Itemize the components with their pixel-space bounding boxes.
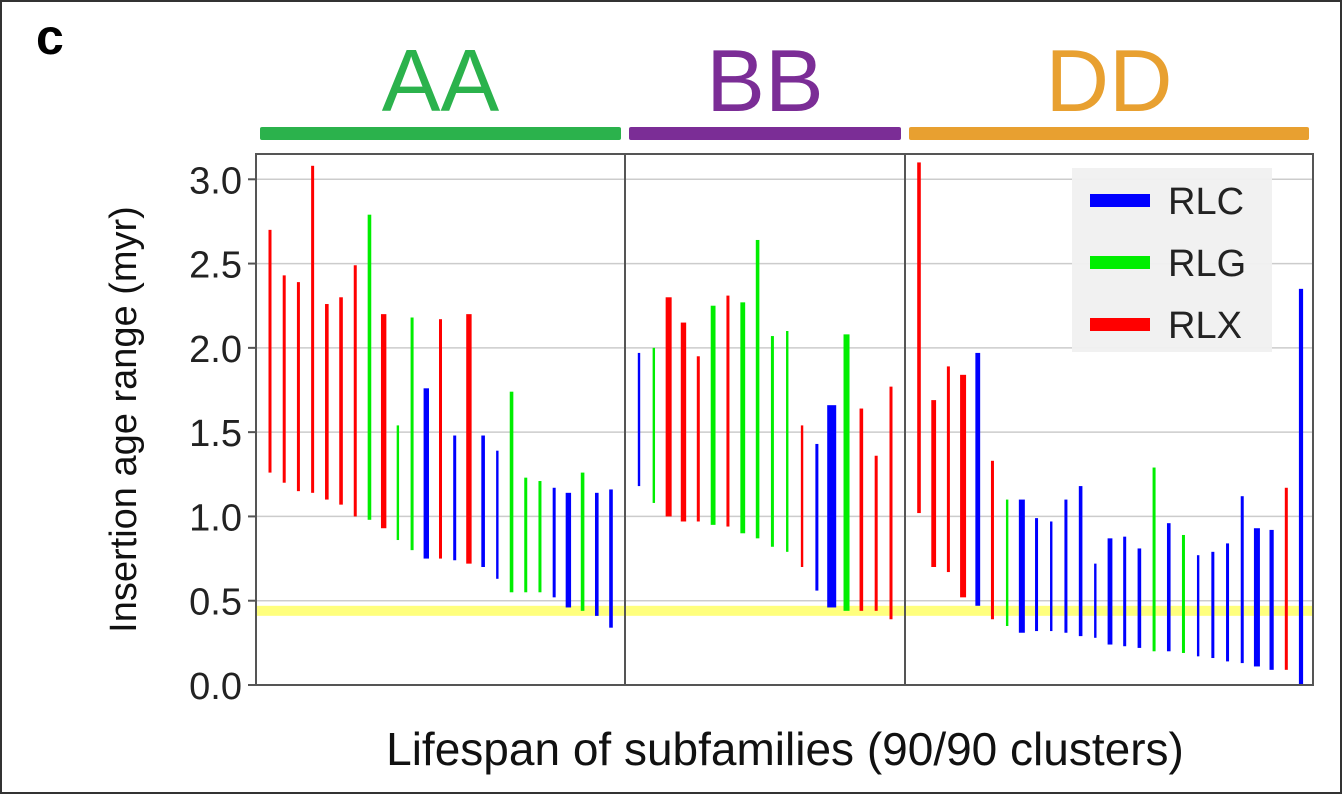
group-label-dd: DD xyxy=(1045,31,1172,130)
range-bar xyxy=(410,317,414,551)
range-bar xyxy=(1078,486,1083,637)
range-bar xyxy=(931,400,937,567)
range-bar xyxy=(1123,536,1127,647)
range-bar xyxy=(594,492,599,616)
range-bar xyxy=(1196,555,1200,657)
range-bar xyxy=(770,336,774,547)
range-bar xyxy=(1166,523,1171,652)
range-bar xyxy=(946,366,950,573)
y-tick-label: 0.0 xyxy=(189,666,242,708)
range-bar xyxy=(1107,538,1113,645)
range-bar xyxy=(565,492,572,608)
range-bar xyxy=(580,472,585,611)
legend-swatch-rlg xyxy=(1090,256,1150,269)
range-bar xyxy=(367,214,372,520)
group-label-aa: AA xyxy=(382,31,500,130)
range-bar xyxy=(552,487,556,598)
y-axis-label: Insertion age range (myr) xyxy=(103,206,145,633)
range-bar xyxy=(1240,496,1244,664)
range-bar xyxy=(466,314,472,564)
y-tick-label: 2.5 xyxy=(189,245,242,287)
range-bar xyxy=(325,304,329,500)
legend-label-rlg: RLG xyxy=(1168,243,1246,285)
legend-label-rlc: RLC xyxy=(1168,181,1244,223)
range-bar xyxy=(1298,288,1304,685)
range-bar xyxy=(353,265,357,517)
range-bar xyxy=(339,297,343,505)
y-tick-label: 3.0 xyxy=(189,160,242,202)
group-label-bb: BB xyxy=(706,31,823,130)
range-bar xyxy=(496,450,499,579)
range-bar xyxy=(726,295,730,527)
range-bar xyxy=(827,405,837,608)
range-bar xyxy=(652,347,656,503)
range-bar xyxy=(1050,521,1053,632)
range-bar xyxy=(740,302,746,534)
range-bar xyxy=(423,388,429,559)
range-bar xyxy=(609,489,613,628)
range-bar xyxy=(538,481,542,593)
y-tick-label: 1.0 xyxy=(189,497,242,539)
range-bar xyxy=(439,319,442,559)
legend-swatch-rlc xyxy=(1090,194,1150,207)
range-bar xyxy=(524,477,528,593)
range-bar xyxy=(990,460,994,620)
range-bar xyxy=(710,305,716,525)
range-bar xyxy=(1211,551,1215,659)
range-bar xyxy=(665,297,672,517)
range-bar xyxy=(1137,548,1142,648)
x-axis-label: Lifespan of subfamilies (90/90 clusters) xyxy=(386,723,1184,775)
range-bar xyxy=(843,334,850,611)
range-bar xyxy=(1226,543,1230,662)
range-bar xyxy=(960,374,967,598)
range-bar xyxy=(453,435,457,561)
range-bar xyxy=(917,162,921,514)
range-bar xyxy=(268,229,272,473)
panel-label: c xyxy=(36,9,64,65)
range-bar xyxy=(1181,534,1185,653)
range-bar xyxy=(1094,563,1097,638)
range-bar xyxy=(786,331,789,552)
plot-border xyxy=(255,153,1314,686)
group-header-bar-dd xyxy=(909,127,1309,140)
range-bar xyxy=(889,386,893,620)
range-bar xyxy=(755,239,760,539)
range-bar xyxy=(696,356,700,522)
range-bar xyxy=(800,425,804,567)
range-bar xyxy=(396,425,400,541)
reference-band xyxy=(256,605,1313,616)
range-bar xyxy=(1005,499,1009,626)
range-bar xyxy=(1269,529,1274,670)
range-bar xyxy=(1253,528,1260,667)
range-bar xyxy=(1018,499,1025,633)
legend-label-rlx: RLX xyxy=(1168,305,1242,347)
range-bar xyxy=(1035,518,1039,632)
range-bar xyxy=(874,455,878,611)
range-bar xyxy=(282,275,286,483)
range-bar xyxy=(1284,487,1288,670)
legend-swatch-rlx xyxy=(1090,318,1150,331)
y-tick-label: 1.5 xyxy=(189,413,242,455)
range-bar xyxy=(311,165,315,493)
y-tick-label: 0.5 xyxy=(189,582,242,624)
range-bar xyxy=(975,352,981,606)
y-tick-label: 2.0 xyxy=(189,329,242,371)
range-bar xyxy=(1152,467,1156,652)
range-bar xyxy=(859,408,864,611)
range-bar xyxy=(509,391,514,593)
range-bar xyxy=(380,314,387,529)
range-bar xyxy=(637,352,641,487)
range-bar xyxy=(481,435,485,567)
range-bar xyxy=(1064,499,1068,633)
group-header-bar-aa xyxy=(260,127,621,140)
range-bar xyxy=(296,282,300,492)
range-bar xyxy=(815,443,819,591)
group-header-bar-bb xyxy=(629,127,901,140)
range-bar xyxy=(680,322,687,522)
